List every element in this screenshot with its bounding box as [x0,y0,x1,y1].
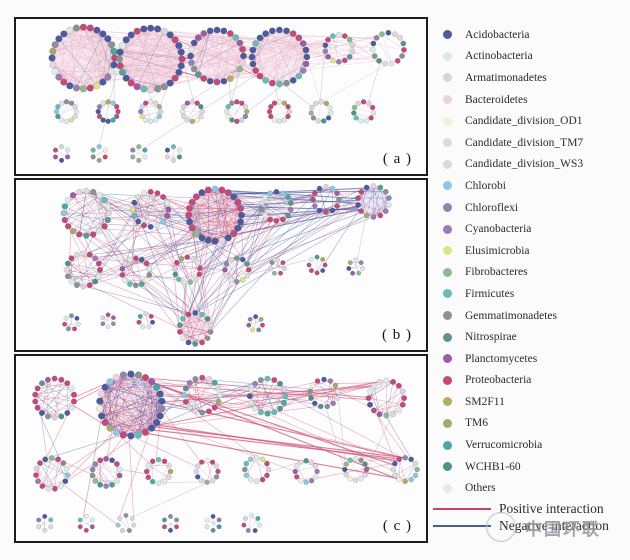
network-svg-c [32,370,420,533]
legend-dot-icon [443,440,452,450]
watermark: 中国环联 [486,512,601,542]
legend-item-21: Others [433,477,630,499]
legend-dot-icon [443,203,452,213]
legend-item-17: SM2F11 [433,391,630,413]
network-svg-b [60,183,392,347]
legend-dot-icon [443,30,452,40]
legend-dot-icon [443,397,452,407]
legend-item-4: Candidate_division_OD1 [433,110,630,132]
panel-b: ( b ) [14,178,428,352]
legend-item-label: Cyanobacteria [465,223,532,236]
legend-positive-row: Positive interaction [433,501,630,517]
legend-item-label: Acidobacteria [465,28,530,41]
legend-item-label: Actinobacteria [465,50,533,63]
legend-dot-icon [443,311,452,321]
legend-item-label: Nitrospirae [465,331,517,344]
panel-a: ( a ) [14,17,428,176]
legend-item-label: Candidate_division_WS3 [465,158,584,171]
legend-item-label: Firmicutes [465,287,515,300]
positive-label: Positive interaction [499,501,604,517]
legend-item-7: Chlorobi [433,175,630,197]
legend-item-label: Chloroflexi [465,201,519,214]
legend-dot-icon [443,224,452,234]
legend-item-label: Fibrobacteres [465,266,528,279]
legend-item-9: Cyanobacteria [433,218,630,240]
negative-label: Negative interaction [499,518,609,534]
legend-negative-row: Negative interaction [433,518,630,534]
legend-dot-icon [443,483,452,493]
legend-item-13: Gemmatimonadetes [433,305,630,327]
legend-dot-icon [443,181,452,191]
legend-item-label: Candidate_division_TM7 [465,136,584,149]
legend-item-label: Bacteroidetes [465,93,528,106]
legend: Acidobacteria Actinobacteria Armatimonadet… [433,24,630,533]
legend-item-label: Verrucomicrobia [465,439,543,452]
panel-label-a: ( a ) [382,151,412,167]
legend-dot-icon [443,462,452,472]
legend-dot-icon [443,418,452,428]
legend-item-16: Proteobacteria [433,370,630,392]
legend-item-5: Candidate_division_TM7 [433,132,630,154]
legend-item-20: WCHB1-60 [433,456,630,478]
watermark-logo-icon [486,512,516,542]
legend-item-0: Acidobacteria [433,24,630,46]
legend-item-label: Elusimicrobia [465,244,530,257]
legend-item-15: Planctomycetes [433,348,630,370]
legend-dot-icon [443,116,452,126]
legend-item-8: Chloroflexi [433,197,630,219]
legend-item-1: Actinobacteria [433,46,630,68]
watermark-text: 中国环联 [525,519,601,539]
legend-item-label: Gemmatimonadetes [465,309,557,322]
legend-dot-icon [443,289,452,299]
panel-label-b: ( b ) [382,327,412,343]
legend-item-label: Others [465,482,496,495]
legend-item-label: Candidate_division_OD1 [465,115,583,128]
positive-line-icon [433,508,491,511]
legend-item-3: Bacteroidetes [433,89,630,111]
legend-item-label: WCHB1-60 [465,460,521,473]
legend-dot-icon [443,354,452,364]
legend-dot-icon [443,267,452,277]
legend-dot-icon [443,51,452,61]
legend-dot-icon [443,375,452,385]
legend-item-2: Armatimonadetes [433,67,630,89]
legend-items: Acidobacteria Actinobacteria Armatimonadet… [433,24,630,499]
legend-item-12: Firmicutes [433,283,630,305]
legend-item-6: Candidate_division_WS3 [433,154,630,176]
network-svg-a [48,23,407,163]
legend-dot-icon [443,159,452,169]
legend-dot-icon [443,95,452,105]
panel-label-c: ( c ) [382,518,412,534]
legend-item-19: Verrucomicrobia [433,434,630,456]
legend-dot-icon [443,73,452,83]
legend-item-label: Planctomycetes [465,352,538,365]
legend-item-label: Chlorobi [465,179,506,192]
negative-line-icon [433,525,491,528]
panel-c: ( c ) [14,354,428,543]
legend-item-14: Nitrospirae [433,326,630,348]
legend-item-label: SM2F11 [465,395,505,408]
legend-item-18: TM6 [433,413,630,435]
legend-dot-icon [443,332,452,342]
legend-item-label: TM6 [465,417,488,430]
legend-dot-icon [443,246,452,256]
legend-item-11: Fibrobacteres [433,262,630,284]
legend-item-label: Proteobacteria [465,374,532,387]
legend-dot-icon [443,138,452,148]
legend-item-label: Armatimonadetes [465,71,547,84]
legend-item-10: Elusimicrobia [433,240,630,262]
